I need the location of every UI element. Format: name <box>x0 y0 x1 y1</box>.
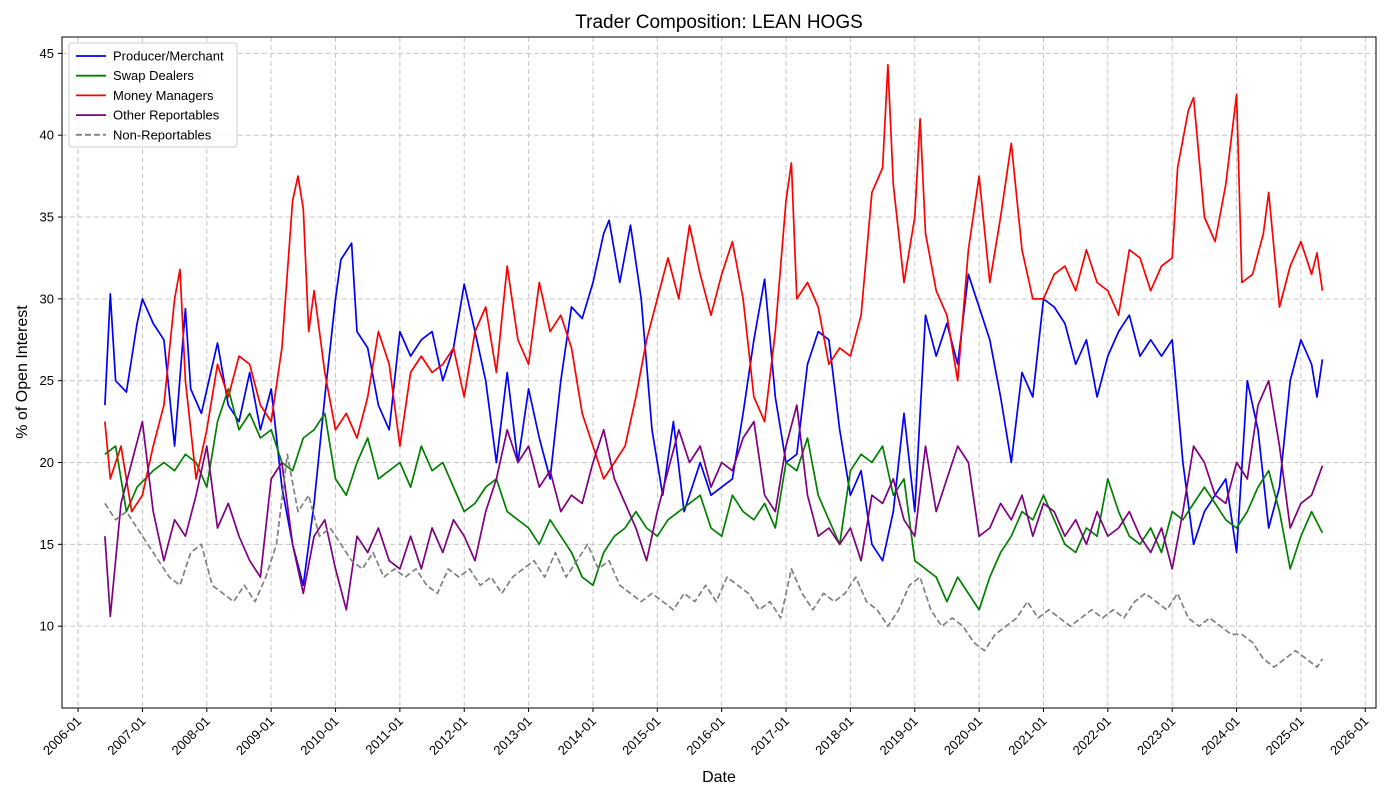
y-tick-label: 30 <box>40 291 54 306</box>
legend-box <box>68 42 238 148</box>
y-tick-label: 45 <box>40 46 54 61</box>
y-tick-label: 10 <box>40 619 54 634</box>
series-line-producer-merchant <box>104 219 1324 587</box>
series-line-swap-dealers <box>104 388 1324 611</box>
chart-title: Trader Composition: LEAN HOGS <box>575 12 863 33</box>
x-axis-title: Date <box>702 769 736 786</box>
legend-label-other-reportables: Other Reportables <box>113 108 220 123</box>
legend-label-swap-dealers: Swap Dealers <box>113 68 194 83</box>
series-line-money-managers <box>104 63 1324 513</box>
legend: Producer/Merchant Swap Dealers Money Manag… <box>68 42 238 148</box>
y-tick-label: 15 <box>40 537 54 552</box>
series-lines <box>104 63 1324 668</box>
legend-label-producer-merchant: Producer/Merchant <box>113 49 224 64</box>
legend-label-money-managers: Money Managers <box>113 88 214 103</box>
y-tick-label: 25 <box>40 373 54 388</box>
series-line-non-reportables <box>104 453 1324 668</box>
y-axis: 10 15 20 25 30 35 40 45 <box>40 46 62 634</box>
y-axis-title: % of Open Interest <box>14 305 31 439</box>
y-tick-label: 40 <box>40 128 54 143</box>
series-line-other-reportables <box>104 379 1324 618</box>
legend-label-non-reportables: Non-Reportables <box>113 127 212 142</box>
plot-area-frame <box>61 36 1377 709</box>
y-tick-label: 20 <box>40 455 54 470</box>
y-tick-label: 35 <box>40 210 54 225</box>
